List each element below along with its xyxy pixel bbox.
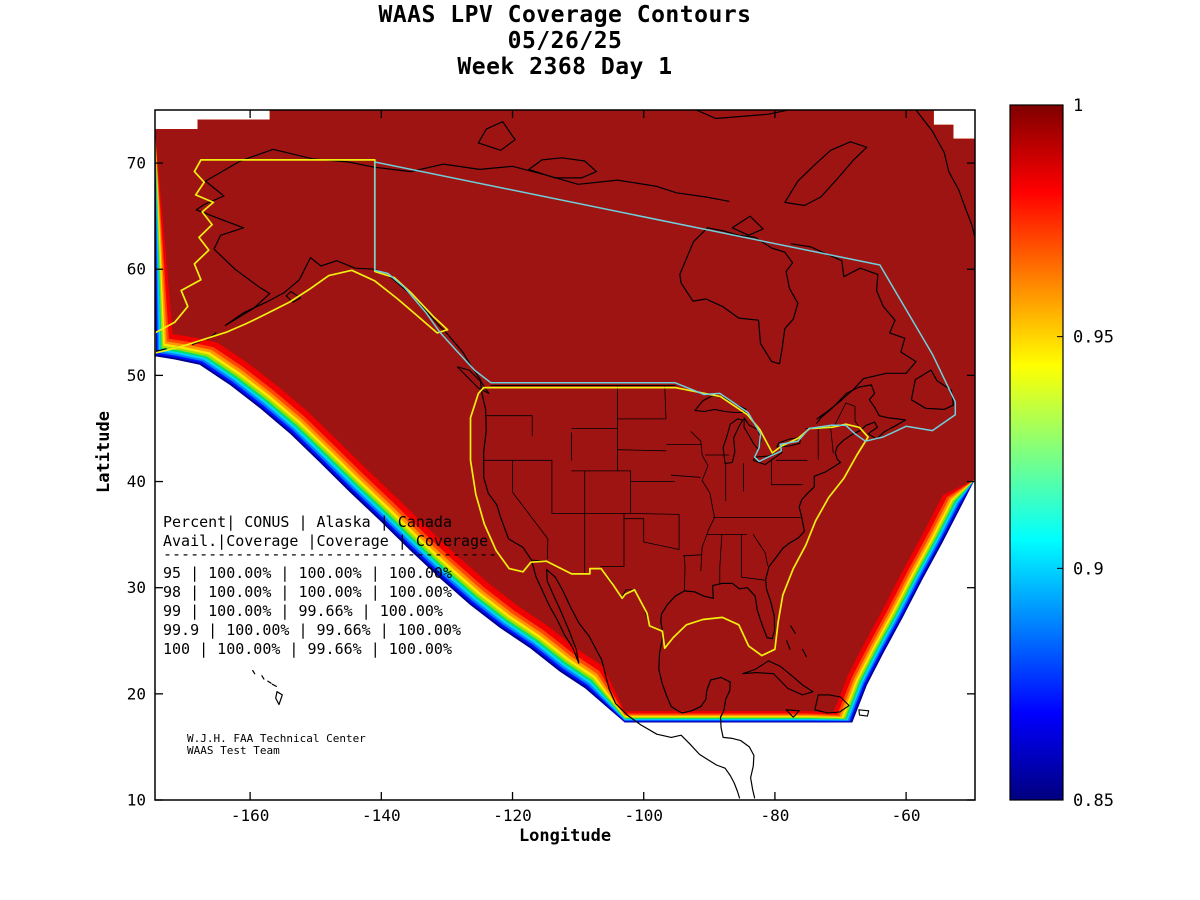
title-line-2: 05/26/25 (507, 28, 623, 54)
map-layer-state-borders (741, 576, 767, 581)
map-layer-hispaniola (814, 694, 850, 714)
map-layer-arctic-coast (204, 148, 730, 202)
coverage-table-header-0: Percent| CONUS | Alaska | Canada (163, 513, 452, 531)
plot-border (154, 109, 976, 801)
x-tick-label: -120 (493, 806, 532, 825)
map-layer-canada-service-volume (374, 161, 957, 463)
credit-text: W.J.H. FAA Technical Center WAAS Test Te… (187, 733, 366, 757)
y-tick-label: 40 (127, 472, 146, 491)
map-layer-state-borders (486, 415, 533, 437)
colorbar-label: 0.85 (1073, 791, 1114, 811)
map-layer-aleutian-islands (191, 340, 201, 346)
title-line-1: WAAS LPV Coverage Contours (378, 2, 752, 28)
y-tick-label: 30 (127, 578, 146, 597)
map-layer-state-borders (690, 431, 715, 572)
y-tick-label: 50 (127, 366, 146, 385)
map-layer-vancouver-island (456, 366, 490, 394)
map-layer-state-borders (617, 449, 667, 452)
title-line-3: Week 2368 Day 1 (457, 54, 673, 80)
credit-line-2: WAAS Test Team (187, 744, 280, 757)
map-layer-state-borders (752, 534, 769, 566)
credit-line-1: W.J.H. FAA Technical Center (187, 732, 366, 745)
contour-band-10 (155, 110, 975, 713)
map-layer-state-borders (623, 518, 680, 550)
map-layer-alaska-service-volume (155, 159, 449, 354)
map-layer-conus-service-volume (469, 386, 869, 657)
map-layer-state-borders (830, 428, 834, 454)
map-layer-state-borders (682, 554, 702, 557)
x-axis-label: Longitude (518, 826, 612, 846)
y-tick-label: 10 (127, 791, 146, 810)
chart-title: WAAS LPV Coverage Contours 05/26/25 Week… (155, 2, 975, 80)
map-layer-state-borders (664, 385, 667, 420)
map-layer-banks-island (477, 121, 516, 151)
coverage-table-header-1: Avail.|Coverage |Coverage | Coverage (163, 532, 488, 550)
map-layer-great-lakes (722, 418, 744, 465)
map-layer-state-borders (719, 534, 723, 585)
coverage-table-row-2: 99 | 100.00% | 99.66% | 100.00% (163, 602, 443, 620)
x-tick-label: -160 (231, 806, 270, 825)
x-tick-label: -80 (760, 806, 789, 825)
colorbar-gradient (1010, 105, 1063, 800)
map-layer-hawaii (271, 683, 277, 687)
map-layer-hawaii (252, 669, 256, 675)
coverage-table-row-1: 98 | 100.00% | 100.00% | 100.00% (163, 583, 452, 601)
map-layer-southampton-island (731, 215, 764, 236)
map-layer-state-borders (684, 555, 686, 592)
map-layer-kodiak-island (285, 290, 302, 303)
map-layer-hudson-bay (679, 227, 799, 365)
map-layer-hawaii (261, 675, 265, 680)
y-tick-label: 20 (127, 684, 146, 703)
y-tick-label: 70 (127, 154, 146, 173)
map-layer-cuba (742, 660, 814, 696)
colorbar-label: 0.95 (1073, 328, 1114, 348)
map-layer-hawaii (267, 680, 272, 684)
map-layer-state-borders (512, 459, 549, 560)
map-layer-state-borders (600, 513, 625, 567)
map-layer-puerto-rico (858, 709, 870, 717)
colorbar-label: 1 (1073, 96, 1083, 116)
x-tick-label: -60 (892, 806, 921, 825)
map-layer-victoria-island (528, 157, 598, 179)
coverage-table-separator: ------------------------------------- (163, 545, 497, 563)
x-tick-label: -100 (624, 806, 663, 825)
map-layer-stlawrence-labrador (790, 243, 917, 420)
map-layer-bahamas (801, 648, 807, 658)
map-layer-greenland-coast (915, 110, 975, 238)
map-layer-state-borders (670, 474, 701, 478)
map-layer-pacific-coast (195, 180, 741, 799)
y-tick-label: 60 (127, 260, 146, 279)
coverage-table-row-0: 95 | 100.00% | 100.00% | 100.00% (163, 564, 452, 582)
map-layer-baffin-island (784, 141, 868, 207)
map-layer-bahamas (790, 625, 796, 634)
colorbar-border (1009, 104, 1064, 801)
map-layer-aleutian-islands (156, 348, 167, 352)
x-tick-label: -140 (362, 806, 401, 825)
map-layer-hawaii (275, 691, 283, 706)
map-layer-state-borders (771, 459, 803, 486)
y-axis-label: Latitude (94, 411, 114, 493)
map-layer-state-borders (805, 402, 860, 429)
map-layer-bahamas (786, 640, 791, 650)
map-area (155, 110, 975, 799)
map-layer-atlantic-gulf-coast (658, 384, 907, 799)
colorbar-label: 0.9 (1073, 559, 1104, 579)
map-layer-newfoundland (910, 369, 954, 410)
map-layer-jamaica (785, 709, 800, 718)
coverage-table-row-3: 99.9 | 100.00% | 99.66% | 100.00% (163, 621, 461, 639)
coverage-table-row-4: 100 | 100.00% | 99.66% | 100.00% (163, 640, 452, 658)
